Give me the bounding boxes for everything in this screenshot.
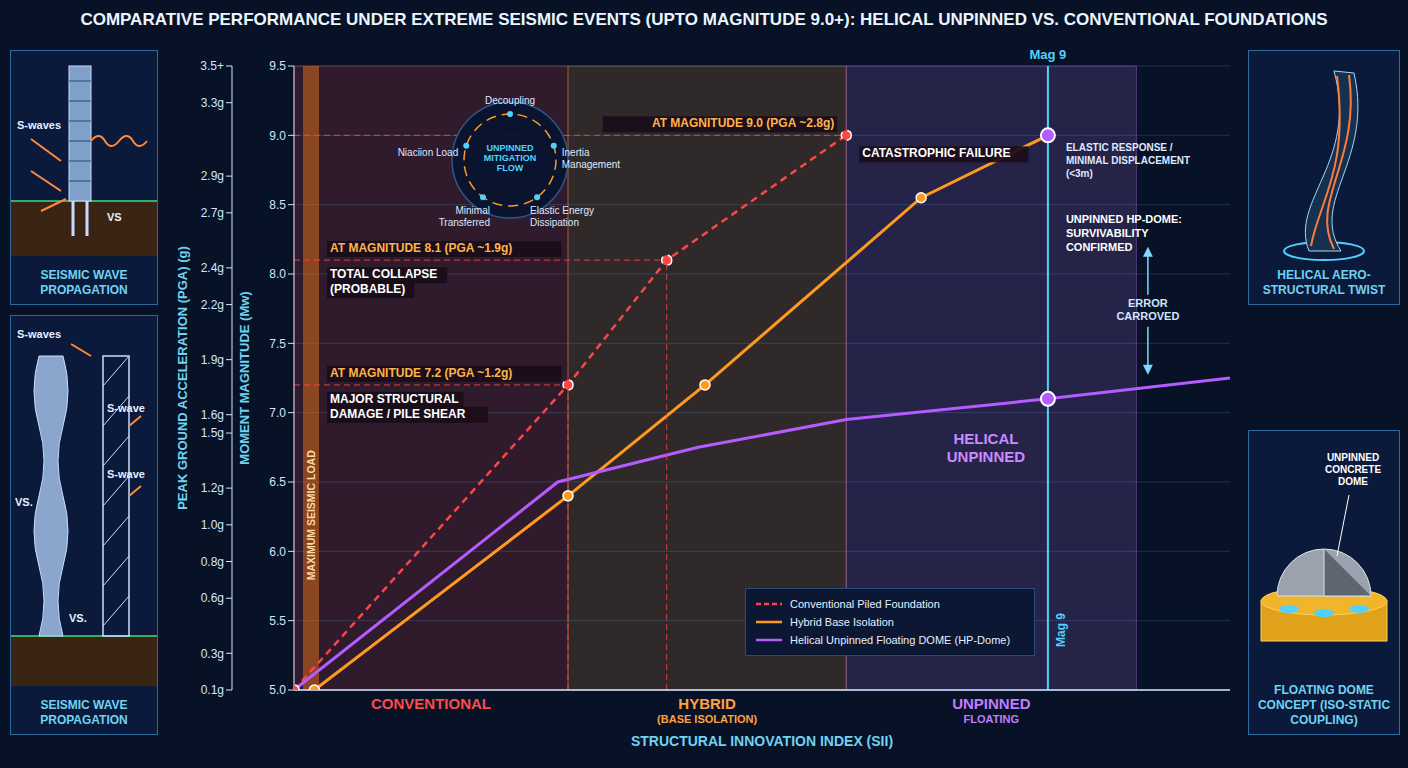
svg-text:MAJOR STRUCTURAL: MAJOR STRUCTURAL	[330, 392, 459, 406]
html-text:SEISMIC WAVE PROPAGATION: SEISMIC WAVE PROPAGATION	[40, 268, 128, 297]
svg-text:(PROBABLE): (PROBABLE)	[330, 282, 405, 296]
svg-text:VS.: VS.	[69, 612, 87, 624]
svg-text:5.5: 5.5	[269, 614, 286, 628]
svg-text:0.8g: 0.8g	[201, 555, 224, 569]
svg-text:STRUCTURAL INNOVATION INDEX (S: STRUCTURAL INNOVATION INDEX (SII)	[631, 733, 893, 749]
svg-text:CONFIRMED: CONFIRMED	[1066, 241, 1133, 253]
svg-text:Inertia: Inertia	[562, 147, 590, 158]
svg-text:ELASTIC RESPONSE /: ELASTIC RESPONSE /	[1066, 142, 1173, 153]
svg-text:MINIMAL DISPLACEMENT: MINIMAL DISPLACEMENT	[1066, 155, 1190, 166]
svg-text:UNPINNED HP-DOME:: UNPINNED HP-DOME:	[1066, 213, 1182, 225]
svg-text:CATASTROPHIC FAILURE: CATASTROPHIC FAILURE	[862, 146, 1010, 160]
svg-text:VS: VS	[107, 211, 122, 223]
html-text:Hybrid Base Isolation: Hybrid Base Isolation	[790, 616, 894, 628]
html-text:SEISMIC WAVE PROPAGATION: SEISMIC WAVE PROPAGATION	[40, 698, 128, 727]
svg-text:FLOW: FLOW	[497, 163, 524, 173]
svg-text:0.1g: 0.1g	[201, 683, 224, 697]
svg-text:(BASE ISOLATION): (BASE ISOLATION)	[657, 713, 757, 725]
svg-text:CONVENTIONAL: CONVENTIONAL	[371, 695, 491, 712]
html-text:Conventional Piled Foundation: Conventional Piled Foundation	[790, 598, 940, 610]
svg-text:AT MAGNITUDE 9.0 (PGA ~2.8g): AT MAGNITUDE 9.0 (PGA ~2.8g)	[652, 116, 834, 130]
html-text:Helical Unpinned Floating DOME: Helical Unpinned Floating DOME (HP-Dome)	[790, 634, 1011, 646]
svg-text:FLOATING: FLOATING	[964, 713, 1019, 725]
svg-text:Elastic Energy: Elastic Energy	[530, 205, 594, 216]
svg-text:S-wave: S-wave	[107, 402, 145, 414]
svg-text:5.0: 5.0	[269, 683, 286, 697]
svg-text:S-waves: S-waves	[17, 119, 61, 131]
svg-text:SURVIVABILITY: SURVIVABILITY	[1066, 227, 1149, 239]
html-text:HELICAL AERO-STRUCTURAL TWIST: HELICAL AERO-STRUCTURAL TWIST	[1262, 268, 1386, 297]
svg-text:AT MAGNITUDE 7.2 (PGA ~1.2g): AT MAGNITUDE 7.2 (PGA ~1.2g)	[330, 366, 512, 380]
svg-text:S-wave: S-wave	[107, 468, 145, 480]
svg-text:0.3g: 0.3g	[201, 647, 224, 661]
svg-text:VS.: VS.	[15, 496, 33, 508]
svg-text:Decoupling: Decoupling	[485, 95, 535, 106]
svg-text:9.0: 9.0	[269, 129, 286, 143]
svg-text:1.5g: 1.5g	[201, 426, 224, 440]
html-text:COMPARATIVE PERFORMANCE UNDER: COMPARATIVE PERFORMANCE UNDER EXTREME SE…	[80, 10, 1328, 29]
svg-text:DOME: DOME	[1338, 476, 1368, 487]
svg-text:CONCRETE: CONCRETE	[1325, 464, 1381, 475]
svg-text:2.9g: 2.9g	[201, 169, 224, 183]
html-text:FLOATING DOME CONCEPT (ISO-STA: FLOATING DOME CONCEPT (ISO-STATIC COUPLI…	[1257, 683, 1391, 727]
svg-text:8.5: 8.5	[269, 198, 286, 212]
svg-text:UNPINNED: UNPINNED	[947, 448, 1026, 465]
svg-text:1.0g: 1.0g	[201, 518, 224, 532]
svg-text:UNPINNED: UNPINNED	[486, 143, 534, 153]
svg-text:UNPINNED: UNPINNED	[1327, 452, 1379, 463]
svg-text:1.2g: 1.2g	[201, 481, 224, 495]
svg-text:2.4g: 2.4g	[201, 261, 224, 275]
svg-text:Mag 9: Mag 9	[1029, 47, 1066, 62]
svg-text:HYBRID: HYBRID	[678, 695, 736, 712]
svg-text:HELICAL: HELICAL	[953, 430, 1018, 447]
svg-text:MAXIMUM SEISMIC LOAD: MAXIMUM SEISMIC LOAD	[305, 450, 317, 580]
svg-text:2.7g: 2.7g	[201, 206, 224, 220]
svg-text:3.3g: 3.3g	[201, 96, 224, 110]
svg-text:MOMENT MAGNITUDE (Mw): MOMENT MAGNITUDE (Mw)	[237, 291, 252, 464]
svg-text:(<3m): (<3m)	[1066, 168, 1093, 179]
svg-text:TOTAL COLLAPSE: TOTAL COLLAPSE	[330, 267, 437, 281]
svg-text:7.5: 7.5	[269, 337, 286, 351]
svg-text:Transferred: Transferred	[439, 217, 490, 228]
svg-text:DAMAGE / PILE SHEAR: DAMAGE / PILE SHEAR	[330, 407, 466, 421]
svg-text:0.6g: 0.6g	[201, 591, 224, 605]
svg-text:2.2g: 2.2g	[201, 298, 224, 312]
svg-text:Management: Management	[562, 159, 621, 170]
svg-text:3.5+: 3.5+	[200, 59, 224, 73]
svg-text:AT MAGNITUDE 8.1 (PGA ~1.9g): AT MAGNITUDE 8.1 (PGA ~1.9g)	[330, 241, 512, 255]
svg-text:Mag 9: Mag 9	[1054, 613, 1068, 647]
svg-text:6.5: 6.5	[269, 475, 286, 489]
svg-text:PEAK GROUND ACCELERATION (PGA): PEAK GROUND ACCELERATION (PGA) (g)	[175, 246, 190, 510]
svg-text:Minimal: Minimal	[456, 205, 490, 216]
svg-text:UNPINNED: UNPINNED	[952, 695, 1031, 712]
svg-text:7.0: 7.0	[269, 406, 286, 420]
svg-text:6.0: 6.0	[269, 545, 286, 559]
svg-text:9.5: 9.5	[269, 59, 286, 73]
svg-text:MITIGATION: MITIGATION	[484, 153, 536, 163]
svg-text:ERROR: ERROR	[1128, 297, 1168, 309]
svg-text:8.0: 8.0	[269, 267, 286, 281]
svg-text:CARROVED: CARROVED	[1116, 310, 1179, 322]
svg-text:1.6g: 1.6g	[201, 408, 224, 422]
svg-text:1.9g: 1.9g	[201, 353, 224, 367]
svg-text:Niaciion Load: Niaciion Load	[398, 147, 459, 158]
svg-text:S-waves: S-waves	[17, 328, 61, 340]
svg-text:Dissipation: Dissipation	[530, 217, 579, 228]
